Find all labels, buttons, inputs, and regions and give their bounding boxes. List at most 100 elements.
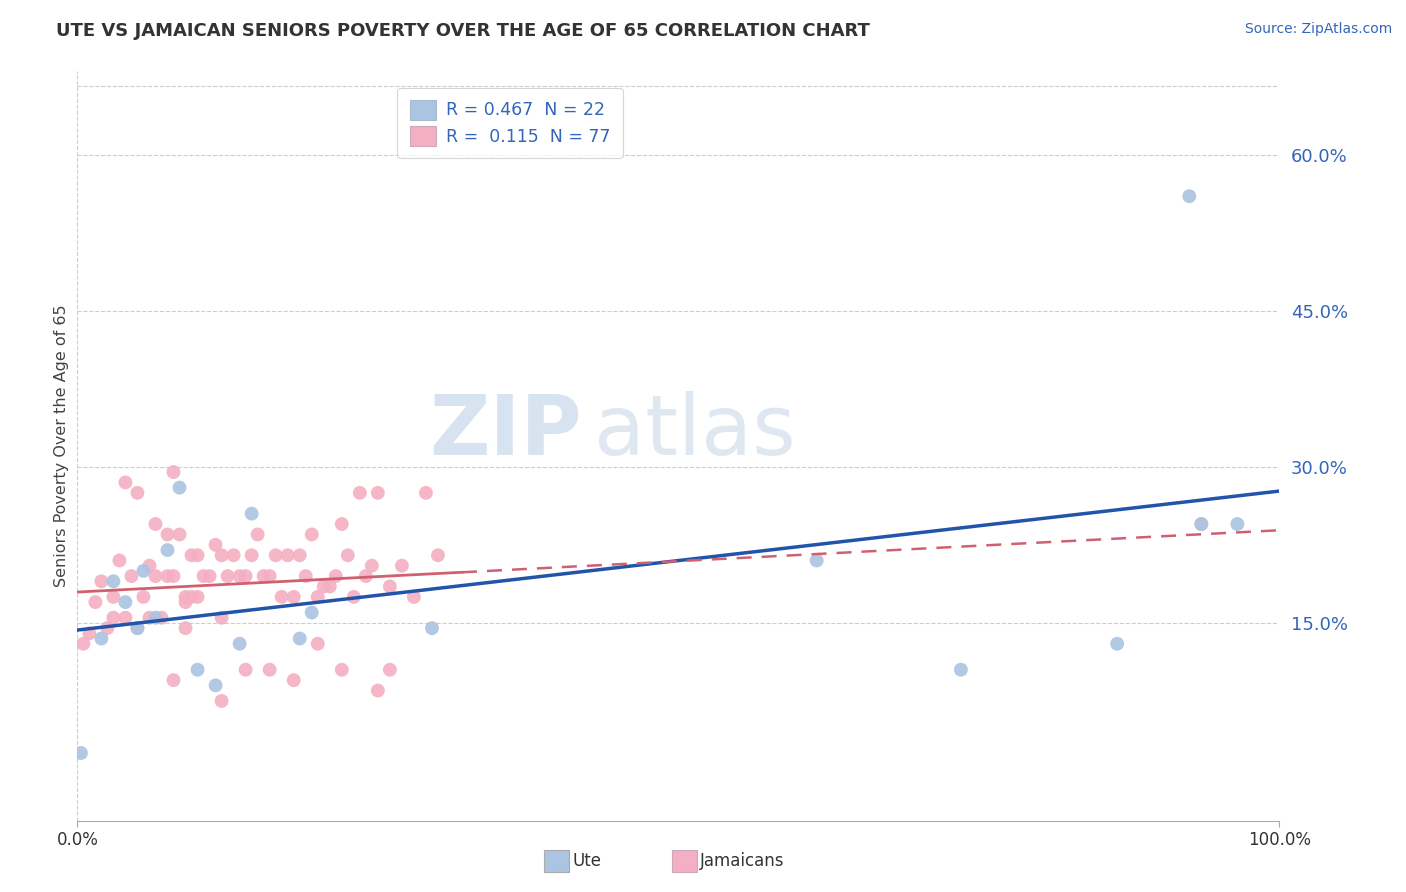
Point — [1178, 189, 1201, 203]
Point — [367, 683, 389, 698]
Point — [307, 637, 329, 651]
Point — [186, 663, 209, 677]
Point — [228, 637, 250, 651]
Point — [319, 580, 342, 594]
Point — [103, 590, 125, 604]
Point — [108, 553, 131, 567]
Point — [211, 694, 233, 708]
Point — [204, 538, 226, 552]
Point — [145, 517, 167, 532]
Point — [301, 527, 323, 541]
Text: Ute: Ute — [572, 852, 602, 871]
Point — [186, 590, 209, 604]
Point — [169, 527, 191, 541]
Point — [307, 590, 329, 604]
Point — [211, 611, 233, 625]
Point — [330, 663, 353, 677]
Point — [103, 574, 125, 589]
Point — [1189, 517, 1212, 532]
Y-axis label: Seniors Poverty Over the Age of 65: Seniors Poverty Over the Age of 65 — [53, 305, 69, 587]
Point — [90, 632, 112, 646]
Point — [145, 611, 167, 625]
Text: Jamaicans: Jamaicans — [700, 852, 785, 871]
Point — [211, 548, 233, 563]
Point — [343, 590, 366, 604]
Point — [1226, 517, 1249, 532]
Point — [259, 569, 281, 583]
Point — [127, 621, 149, 635]
Point — [162, 569, 184, 583]
Point — [240, 548, 263, 563]
Point — [312, 580, 335, 594]
Point — [132, 590, 155, 604]
Point — [114, 611, 136, 625]
Point — [235, 663, 257, 677]
Point — [270, 590, 292, 604]
Point — [349, 485, 371, 500]
Text: ZIP: ZIP — [430, 391, 582, 472]
Point — [427, 548, 450, 563]
Point — [222, 548, 245, 563]
Point — [162, 465, 184, 479]
Text: Source: ZipAtlas.com: Source: ZipAtlas.com — [1244, 22, 1392, 37]
Text: UTE VS JAMAICAN SENIORS POVERTY OVER THE AGE OF 65 CORRELATION CHART: UTE VS JAMAICAN SENIORS POVERTY OVER THE… — [56, 22, 870, 40]
Point — [217, 569, 239, 583]
Point — [138, 558, 160, 573]
Point — [288, 632, 311, 646]
Point — [806, 553, 828, 567]
Point — [294, 569, 316, 583]
Point — [96, 621, 118, 635]
Point — [79, 626, 101, 640]
Point — [420, 621, 443, 635]
Text: atlas: atlas — [595, 391, 796, 472]
Point — [174, 621, 197, 635]
Point — [180, 590, 202, 604]
Point — [336, 548, 359, 563]
Point — [246, 527, 269, 541]
Point — [415, 485, 437, 500]
Point — [180, 548, 202, 563]
Point — [277, 548, 299, 563]
Point — [283, 590, 305, 604]
Point — [253, 569, 276, 583]
Point — [156, 527, 179, 541]
Point — [72, 637, 94, 651]
Point — [360, 558, 382, 573]
Point — [264, 548, 287, 563]
Point — [198, 569, 221, 583]
Point — [103, 611, 125, 625]
Point — [240, 507, 263, 521]
Point — [132, 564, 155, 578]
Point — [114, 595, 136, 609]
Point — [354, 569, 377, 583]
Point — [193, 569, 215, 583]
Point — [402, 590, 425, 604]
Point — [228, 569, 250, 583]
Point — [150, 611, 173, 625]
Point — [114, 475, 136, 490]
Point — [138, 611, 160, 625]
Point — [283, 673, 305, 688]
Point — [120, 569, 142, 583]
Point — [186, 548, 209, 563]
Point — [204, 678, 226, 692]
Point — [378, 663, 401, 677]
Point — [156, 543, 179, 558]
Point — [288, 548, 311, 563]
Point — [235, 569, 257, 583]
Point — [391, 558, 413, 573]
Point — [84, 595, 107, 609]
Point — [301, 606, 323, 620]
Point — [330, 517, 353, 532]
Point — [70, 746, 93, 760]
Point — [259, 663, 281, 677]
Point — [169, 481, 191, 495]
Point — [174, 590, 197, 604]
Point — [174, 595, 197, 609]
Point — [1107, 637, 1129, 651]
Point — [127, 485, 149, 500]
Point — [162, 673, 184, 688]
Legend: R = 0.467  N = 22, R =  0.115  N = 77: R = 0.467 N = 22, R = 0.115 N = 77 — [398, 87, 623, 158]
Point — [949, 663, 972, 677]
Point — [156, 569, 179, 583]
